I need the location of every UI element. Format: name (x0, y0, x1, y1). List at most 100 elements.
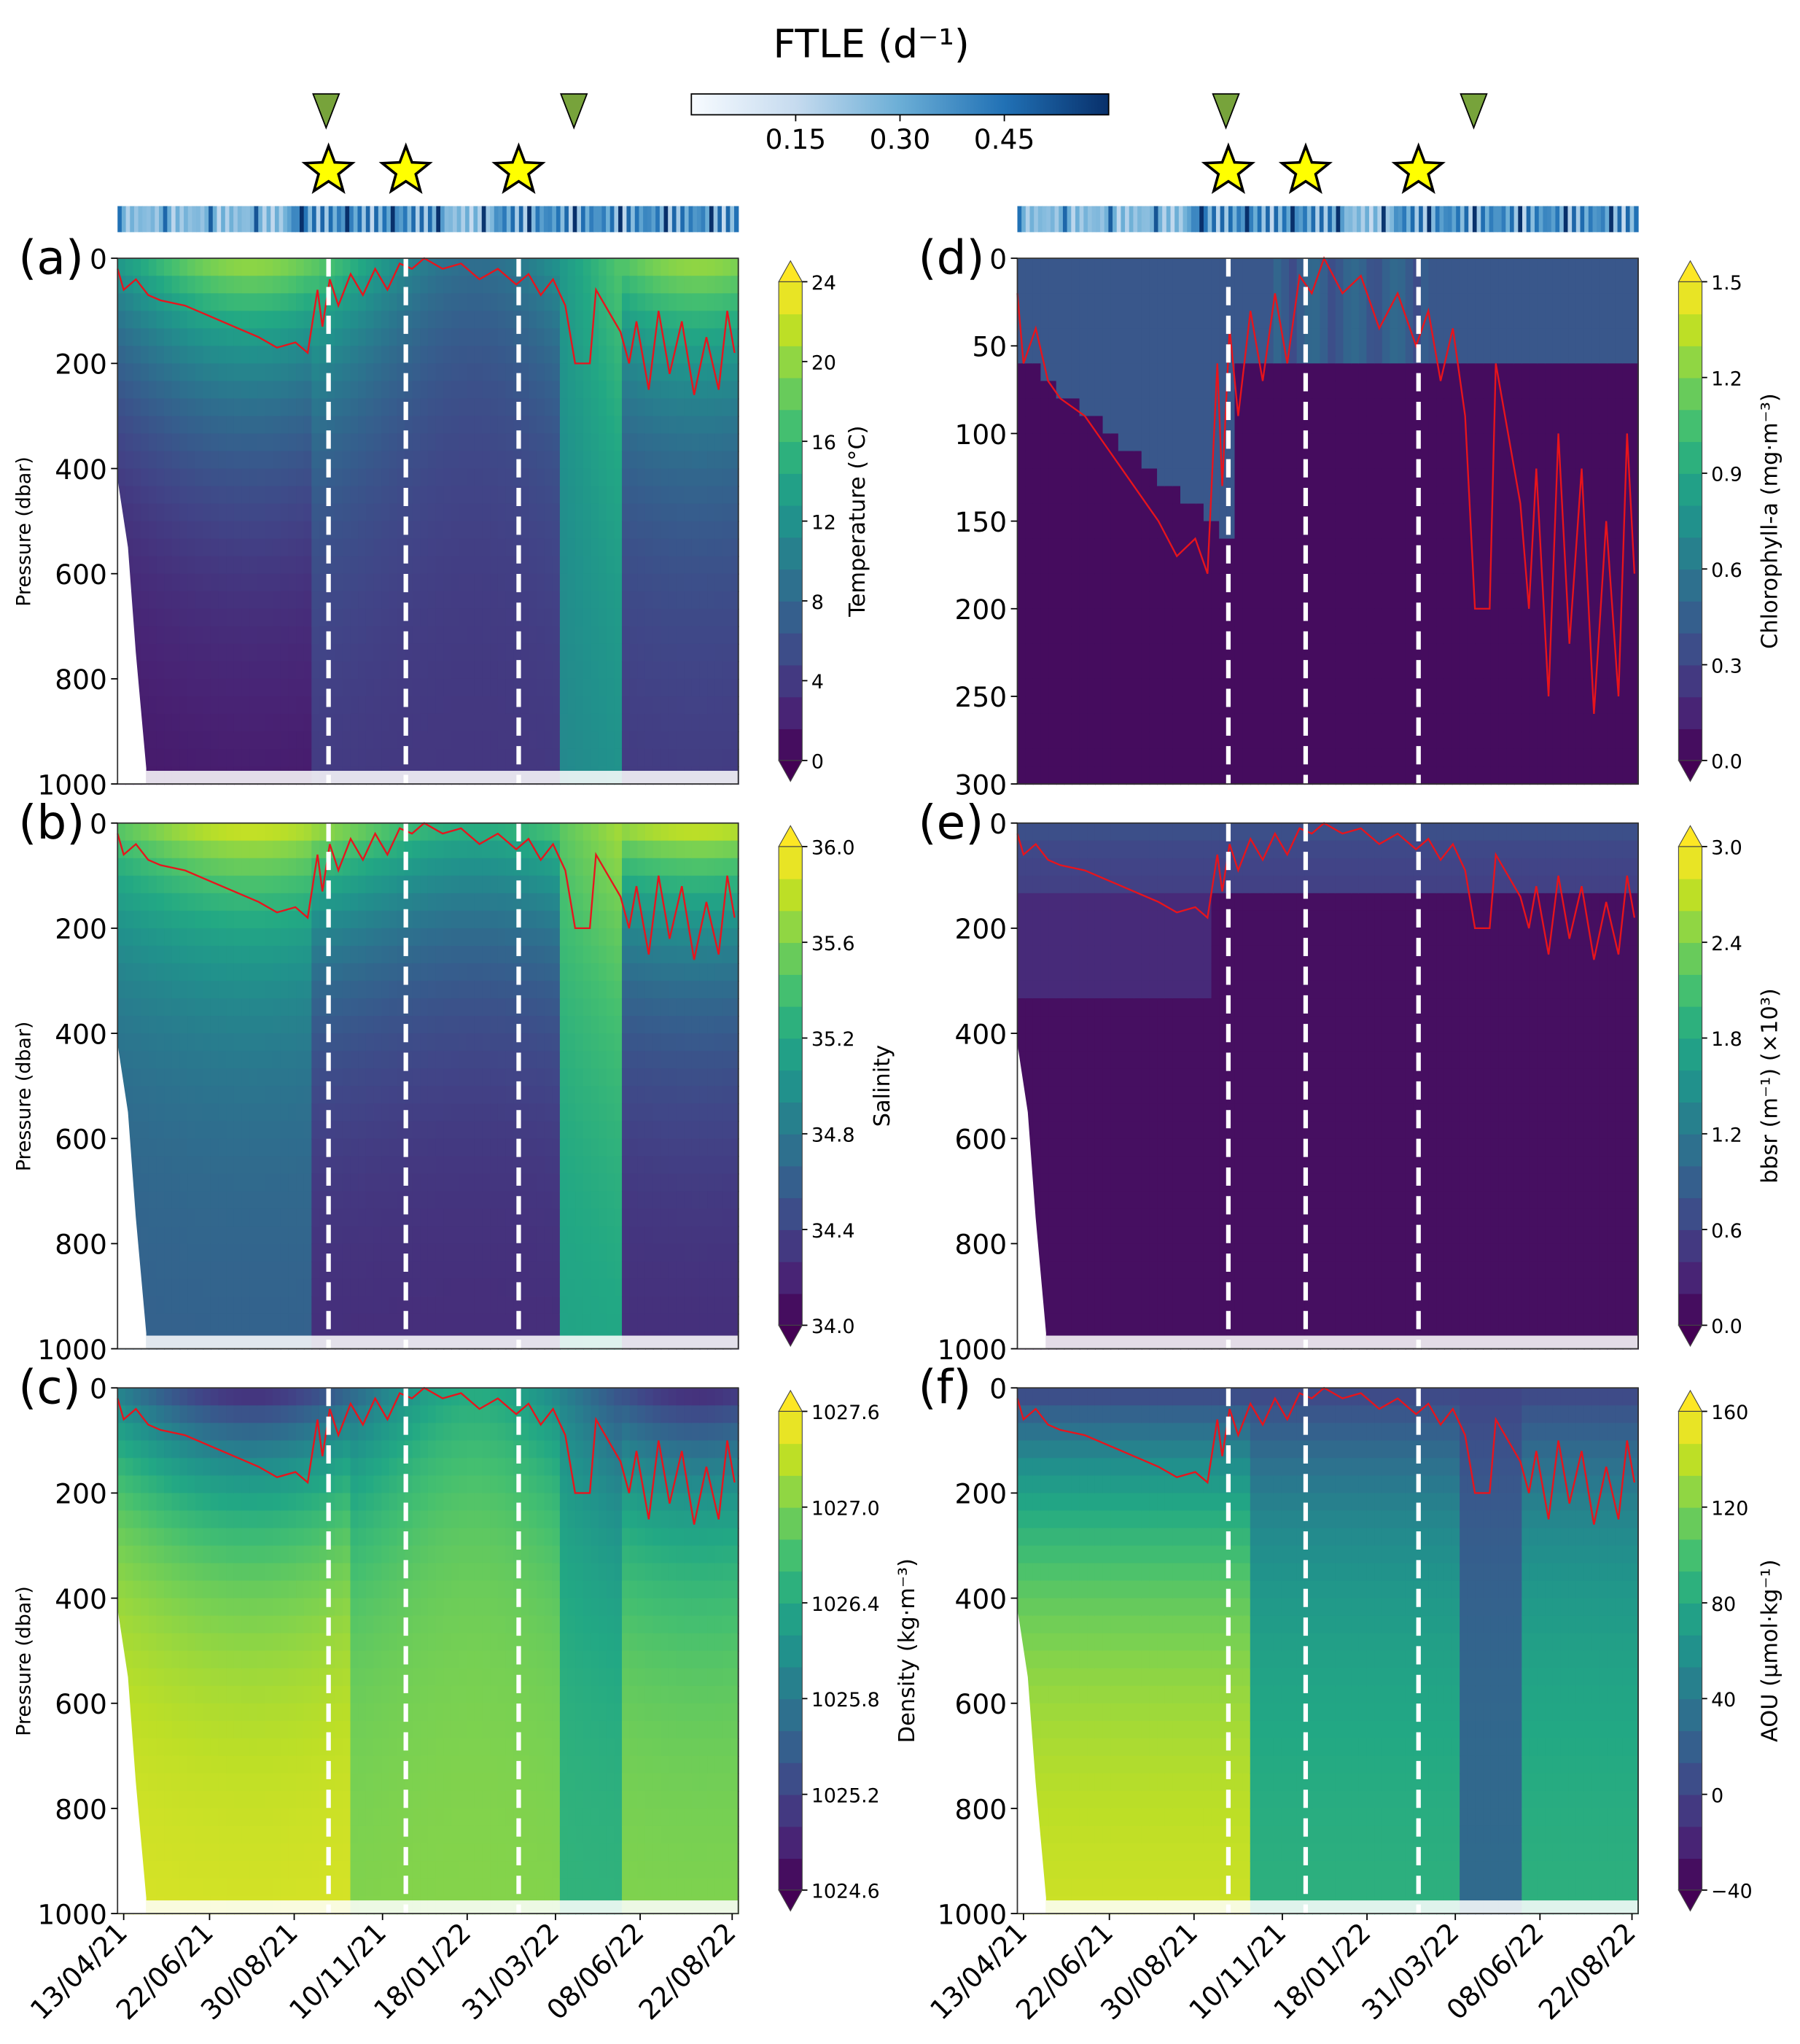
field-cell (226, 1121, 235, 1140)
field-cell (319, 258, 328, 277)
field-cell (218, 538, 227, 557)
field-cell (714, 1173, 724, 1192)
field-cell (233, 875, 243, 894)
field-cell (148, 1261, 157, 1280)
field-cell (133, 1016, 142, 1035)
field-cell (459, 1278, 468, 1297)
field-cell (451, 1296, 460, 1315)
field-cell (652, 1226, 662, 1245)
field-cell (614, 1278, 623, 1297)
field-cell (327, 1296, 336, 1315)
field-cell (637, 1278, 647, 1297)
field-cell (622, 980, 631, 1000)
field-cell (644, 486, 654, 505)
field-cell (575, 840, 584, 859)
field-cell (435, 573, 445, 592)
field-cell (265, 748, 274, 768)
colorbar-band (779, 314, 803, 346)
field-cell (699, 1156, 709, 1175)
field-cell (405, 1156, 413, 1175)
ftle-stripe (564, 206, 569, 233)
field-cell (241, 381, 251, 400)
field-cell (676, 486, 685, 505)
field-cell (350, 858, 359, 877)
field-cell (389, 573, 398, 592)
field-cell (691, 1068, 701, 1087)
field-cell (714, 1016, 724, 1035)
field-cell (373, 433, 383, 452)
field-cell (265, 1261, 274, 1280)
field-cell (629, 1278, 639, 1297)
field-cell (552, 503, 561, 522)
field-cell (699, 416, 709, 435)
field-cell (606, 1051, 615, 1070)
field-cell (311, 276, 321, 295)
field-cell (133, 468, 142, 487)
field-cell (497, 433, 507, 452)
field-cell (373, 363, 383, 382)
field-cell (614, 1191, 623, 1210)
field-cell (389, 945, 398, 965)
field-cell (241, 963, 251, 982)
field-cell (451, 1261, 460, 1280)
field-cell (319, 963, 328, 982)
ftle-stripe (204, 206, 209, 233)
field-cell (125, 1051, 134, 1070)
field-cell (141, 998, 149, 1017)
field-cell (405, 1086, 413, 1105)
field-cell (536, 1121, 545, 1140)
field-cell (420, 748, 429, 768)
field-cell (288, 998, 297, 1017)
field-cell (373, 311, 383, 330)
field-cell (280, 840, 289, 859)
field-cell (280, 346, 289, 365)
field-cell (141, 1191, 149, 1210)
field-cell (412, 451, 421, 470)
field-cell (233, 328, 243, 347)
field-cell (420, 678, 429, 697)
field-cell (241, 1016, 251, 1035)
field-cell (676, 1016, 685, 1035)
field-cell (714, 591, 724, 610)
field-cell (505, 1208, 515, 1227)
field-cell (691, 626, 701, 645)
ftle-stripe (184, 206, 189, 233)
field-cell (591, 875, 600, 894)
field-cell (575, 1068, 584, 1087)
field-cell (443, 521, 452, 540)
field-cell (226, 521, 235, 540)
field-cell (405, 731, 413, 750)
field-cell (699, 1191, 709, 1210)
y-axis-label: Pressure (dbar) (12, 456, 35, 607)
field-cell (381, 1313, 390, 1332)
field-cell (474, 713, 483, 733)
field-cell (210, 1243, 219, 1262)
field-cell (350, 573, 359, 592)
field-cell (358, 503, 367, 522)
field-cell (210, 998, 219, 1017)
field-cell (583, 875, 592, 894)
field-cell (427, 293, 437, 312)
field-cell (544, 731, 553, 750)
field-cell (459, 1156, 468, 1175)
field-cell (405, 626, 413, 645)
field-cell (381, 1033, 390, 1052)
field-cell (482, 661, 491, 680)
star-icon (301, 142, 356, 195)
field-cell (637, 1208, 647, 1227)
field-cell (412, 1156, 421, 1175)
ftle-stripe (448, 206, 453, 233)
field-cell (474, 293, 483, 312)
field-cell (497, 503, 507, 522)
field-cell (652, 1051, 662, 1070)
field-cell (311, 1226, 321, 1245)
field-cell (179, 980, 189, 1000)
field-cell (497, 1068, 507, 1087)
field-cell (241, 980, 251, 1000)
field-cell (591, 910, 600, 929)
field-cell (552, 1278, 561, 1297)
field-cell (171, 875, 181, 894)
field-cell (203, 1138, 212, 1157)
field-cell (342, 1138, 351, 1157)
field-cell (365, 1191, 375, 1210)
